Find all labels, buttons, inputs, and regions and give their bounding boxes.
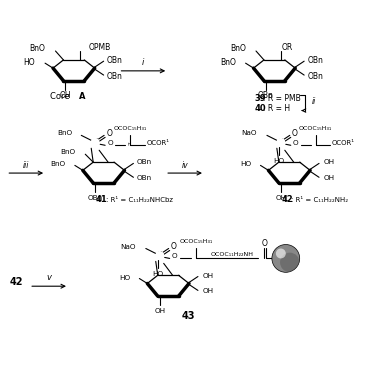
Circle shape (91, 138, 100, 147)
Text: BnO: BnO (220, 58, 236, 67)
Text: O: O (293, 140, 299, 146)
Text: O: O (262, 239, 268, 248)
Text: OCOR¹: OCOR¹ (146, 140, 169, 146)
Text: ii: ii (312, 97, 316, 106)
Text: OH: OH (154, 308, 165, 314)
Text: 42: 42 (9, 277, 23, 287)
Text: : R = H: : R = H (263, 104, 291, 113)
Text: iv: iv (182, 161, 188, 170)
Text: OBn: OBn (106, 72, 122, 81)
Text: OH: OH (275, 195, 287, 201)
Text: : R¹ = C₁₁H₂₂NHCbz: : R¹ = C₁₁H₂₂NHCbz (106, 197, 172, 203)
Text: OBn: OBn (88, 195, 103, 201)
Text: OBn: OBn (137, 175, 152, 181)
Text: 41: 41 (96, 195, 107, 204)
Circle shape (276, 138, 285, 147)
Text: OCOR¹: OCOR¹ (332, 140, 355, 146)
Text: P: P (93, 138, 97, 147)
Text: HO: HO (152, 271, 163, 277)
Text: OBn: OBn (137, 160, 152, 165)
Text: OH: OH (202, 273, 213, 278)
Text: 42: 42 (281, 195, 293, 204)
Text: OCOC₁₁H₂₂NH: OCOC₁₁H₂₂NH (211, 252, 254, 257)
Text: OH: OH (323, 175, 335, 181)
Text: OBn: OBn (106, 56, 122, 65)
Text: iii: iii (23, 161, 30, 170)
Text: 43: 43 (181, 311, 195, 321)
Text: HO: HO (119, 274, 130, 281)
Text: HO: HO (240, 161, 252, 168)
Text: OBn: OBn (258, 91, 274, 100)
Text: OR: OR (281, 43, 293, 51)
Text: P: P (279, 138, 283, 147)
Text: BnO: BnO (57, 130, 72, 137)
Text: O: O (172, 253, 177, 260)
Text: : R¹ = C₁₁H₂₂NH₂: : R¹ = C₁₁H₂₂NH₂ (291, 197, 348, 203)
Text: HO: HO (23, 58, 35, 67)
Text: A: A (79, 92, 85, 101)
Text: BnO: BnO (230, 43, 246, 53)
Text: OH: OH (202, 288, 213, 295)
Text: OBn: OBn (307, 72, 323, 81)
Text: OH: OH (323, 160, 335, 165)
Text: v: v (47, 273, 52, 282)
Text: 40: 40 (255, 104, 266, 113)
Text: O: O (107, 140, 113, 146)
Text: NaO: NaO (121, 243, 136, 250)
Text: BnO: BnO (60, 149, 75, 155)
Text: BnO: BnO (50, 161, 65, 168)
Text: OCOC₁₅H₃₁: OCOC₁₅H₃₁ (180, 239, 213, 244)
Text: : R = PMB: : R = PMB (263, 94, 301, 103)
Text: OCOC₁₅H₃₁: OCOC₁₅H₃₁ (113, 126, 147, 131)
Text: BnO: BnO (30, 43, 45, 53)
Text: P: P (157, 251, 162, 260)
Text: OH: OH (60, 91, 71, 100)
Text: HO: HO (273, 158, 284, 164)
Circle shape (155, 251, 164, 260)
Text: 39: 39 (255, 94, 266, 103)
Text: OCOC₁₅H₃₁: OCOC₁₅H₃₁ (299, 126, 332, 131)
Text: Core: Core (50, 92, 72, 101)
Text: O: O (106, 129, 112, 138)
Text: O: O (171, 242, 177, 251)
Text: i: i (142, 58, 144, 68)
Ellipse shape (280, 253, 299, 272)
Text: O: O (292, 129, 298, 138)
Circle shape (272, 245, 300, 272)
Circle shape (276, 249, 286, 258)
Text: OBn: OBn (307, 56, 323, 65)
Text: NaO: NaO (241, 130, 257, 137)
Text: OPMB: OPMB (88, 43, 111, 51)
